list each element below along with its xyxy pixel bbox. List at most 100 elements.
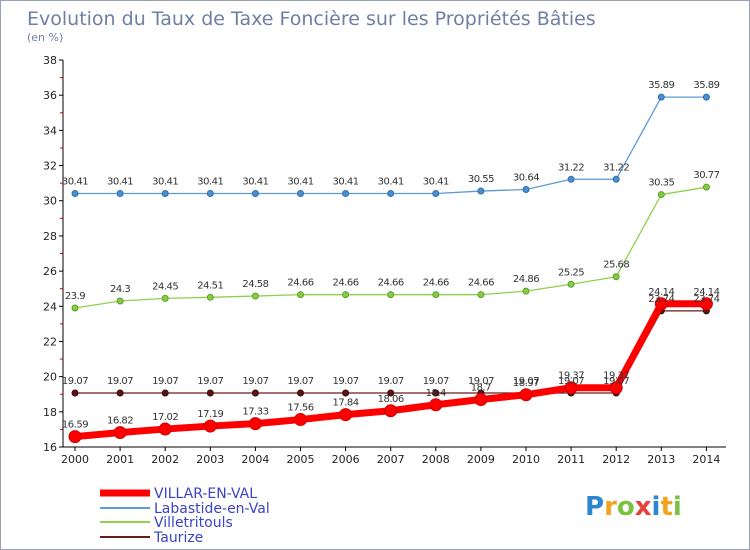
data-point <box>432 190 440 198</box>
data-label: 16.82 <box>107 416 133 427</box>
data-label: 24.66 <box>468 278 494 289</box>
data-point <box>161 294 169 302</box>
data-point <box>294 413 307 427</box>
data-point <box>113 426 127 440</box>
data-point <box>564 381 578 395</box>
data-label: 30.41 <box>287 177 313 188</box>
data-label: 19.07 <box>107 376 133 387</box>
data-label: 24.66 <box>378 278 404 289</box>
data-label: 24.58 <box>242 279 268 290</box>
data-label: 19.07 <box>242 376 268 387</box>
legend-label: VILLAR-EN-VAL <box>154 486 257 502</box>
y-tick-label: 38 <box>43 54 57 67</box>
data-labels-layer: 19.07 19.07 19.07 19.07 19.07 19.07 19.07 19.07… <box>62 80 720 431</box>
data-label: 25.25 <box>558 267 584 278</box>
legend-label: Labastide-en-Val <box>154 501 270 517</box>
data-point <box>702 183 710 191</box>
data-label: 30.35 <box>648 178 674 189</box>
data-label: 19.07 <box>468 376 494 387</box>
data-point <box>339 408 353 422</box>
data-label: 30.41 <box>242 177 268 188</box>
data-point <box>387 291 395 299</box>
data-point <box>297 291 304 299</box>
y-tick-label: 34 <box>43 124 57 137</box>
data-point <box>251 389 259 397</box>
data-point <box>248 417 262 431</box>
data-label: 19.07 <box>423 376 449 387</box>
data-label: 16.59 <box>62 420 88 431</box>
data-label: 17.56 <box>287 403 313 414</box>
x-tick-label: 2008 <box>422 453 450 466</box>
x-tick-label: 2006 <box>332 453 360 466</box>
data-point <box>522 287 530 295</box>
x-tick-label: 2005 <box>287 453 315 466</box>
data-point <box>342 190 350 198</box>
data-label: 17.84 <box>333 398 359 409</box>
data-point <box>699 297 713 311</box>
data-point <box>116 297 124 305</box>
data-label: 17.19 <box>197 409 223 420</box>
data-label: 24.66 <box>423 278 449 289</box>
data-point <box>519 388 533 402</box>
x-tick-label: 2003 <box>196 453 224 466</box>
x-tick-label: 2000 <box>61 453 89 466</box>
y-tick-label: 24 <box>43 300 57 313</box>
data-label: 19.07 <box>197 376 223 387</box>
data-label: 35.89 <box>693 80 719 91</box>
data-label: 17.02 <box>152 412 178 423</box>
data-point <box>477 187 485 195</box>
data-label: 19.07 <box>333 376 359 387</box>
data-label: 24.14 <box>648 287 674 298</box>
data-point <box>609 381 623 395</box>
data-label: 24.3 <box>110 284 130 295</box>
data-label: 30.41 <box>62 177 88 188</box>
data-label: 19.37 <box>558 371 584 382</box>
y-tick-label: 36 <box>43 89 57 102</box>
data-label: 31.22 <box>603 162 629 173</box>
data-label: 24.86 <box>513 274 539 285</box>
data-label: 19.07 <box>62 376 88 387</box>
data-point <box>477 291 485 299</box>
legend: VILLAR-EN-VALLabastide-en-ValVilletritou… <box>100 486 270 546</box>
data-point <box>161 190 169 198</box>
data-label: 19.07 <box>378 376 404 387</box>
data-point <box>384 404 398 418</box>
data-point <box>387 190 395 198</box>
data-label: 30.41 <box>378 177 404 188</box>
data-point <box>657 93 665 101</box>
data-point <box>612 175 620 183</box>
data-point <box>71 190 79 198</box>
data-point <box>116 190 124 198</box>
data-point <box>68 430 82 444</box>
data-label: 24.14 <box>693 287 719 298</box>
data-point <box>432 291 440 299</box>
data-point <box>206 389 214 397</box>
data-point <box>612 273 620 281</box>
data-point <box>387 389 395 397</box>
data-point <box>342 291 350 299</box>
proxiti-logo: Proxiti <box>585 492 682 522</box>
x-tick-label: 2007 <box>377 453 405 466</box>
data-label: 18.97 <box>513 378 539 389</box>
logo-text: Proxiti <box>585 492 682 522</box>
data-label: 19.07 <box>558 376 584 387</box>
data-label: 24.45 <box>152 281 178 292</box>
data-label: 24.51 <box>197 280 223 291</box>
data-point <box>161 389 169 397</box>
data-point <box>342 389 350 397</box>
data-point <box>429 398 443 412</box>
data-label: 25.68 <box>603 260 629 271</box>
data-label: 30.41 <box>152 177 178 188</box>
data-point <box>567 280 575 288</box>
series-layer <box>68 93 713 444</box>
data-label: 19.07 <box>287 376 313 387</box>
data-point <box>657 191 665 199</box>
data-label: 30.41 <box>333 177 359 188</box>
y-axis-label: (en %) <box>27 31 63 44</box>
data-label: 30.41 <box>197 177 223 188</box>
data-point <box>71 304 79 312</box>
data-label: 18.06 <box>378 394 404 405</box>
y-tick-label: 28 <box>43 230 57 243</box>
data-label: 19.07 <box>513 376 539 387</box>
